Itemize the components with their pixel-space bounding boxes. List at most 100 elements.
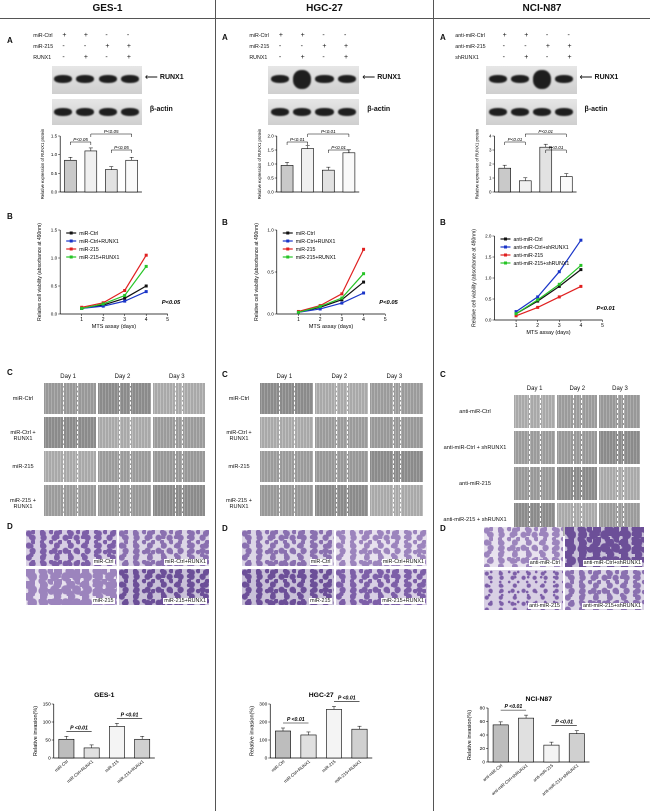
day-label: Day 2 (331, 374, 348, 380)
p-value-label: P<0.05 (104, 129, 119, 134)
data-point (536, 305, 540, 309)
significance-bracket (328, 149, 350, 153)
y-axis-label: Relative expression of RUNX1 protein (257, 128, 262, 199)
wound-edge-line (118, 485, 120, 516)
wound-image (152, 451, 205, 482)
mts-line-chart: 1 2 3 4 5 0.0 0.5 1.0 1.5 MTS assay (days) Relativ… (37, 223, 181, 330)
invasion-image-label: anti-miR-Ctrl (528, 560, 561, 566)
wound-edge-line (622, 503, 624, 536)
wound-edge-line (616, 395, 618, 428)
data-point (80, 306, 84, 310)
significance-bracket (504, 141, 526, 145)
bar (134, 738, 151, 759)
wound-edge-line (528, 467, 530, 500)
data-point (340, 296, 344, 300)
column-title: NCI-N87 (522, 3, 562, 14)
y-tick-label: 0.5 (485, 297, 492, 302)
p-value-label: P<0.01 (538, 129, 553, 134)
y-axis-label: Relative cell viability (absorbance at 4… (471, 229, 477, 327)
invasion-image: anti-miR-Ctrl+shRUNX1 (565, 527, 644, 567)
p-value-label: P<0.05 (162, 300, 181, 306)
y-tick-label: 0.5 (51, 171, 58, 176)
x-tick-label: 1 (297, 317, 300, 323)
wound-image (98, 485, 151, 516)
blot-sign: - (62, 54, 65, 61)
wound-edge-line (540, 431, 542, 464)
legend-marker (286, 231, 290, 235)
actin-band (555, 108, 574, 116)
y-tick-label: 3 (489, 148, 492, 153)
blot-sign: - (83, 43, 87, 50)
runx1-band (120, 75, 139, 83)
blot-sign: + (105, 43, 110, 50)
bar (300, 734, 317, 759)
panel-label-a: A (440, 33, 446, 42)
p-value-label: P <0.01 (504, 704, 522, 710)
wound-image (370, 417, 423, 448)
actin-band (76, 108, 95, 116)
wound-row-label: miR-Ctrl + RUNX1 (10, 429, 36, 442)
wound-edge-line (62, 451, 64, 482)
legend-label: anti-miR-215 (513, 253, 543, 259)
x-tick-label: miR-215+RUNX1 (116, 759, 145, 785)
blot-sign: - (545, 54, 549, 61)
bar (301, 148, 314, 193)
chart-title: HGC-27 (309, 692, 334, 699)
data-point (514, 314, 518, 318)
x-tick-label: miR-Ctrl (54, 759, 69, 773)
invasion-image: miR-215 (26, 569, 117, 605)
blot-sign: + (344, 54, 349, 61)
runx1-band (337, 75, 357, 83)
y-tick-label: 60 (480, 719, 486, 725)
wound-row-label: miR-Ctrl (228, 395, 250, 402)
runx1-band (270, 75, 290, 83)
wound-edge-line (572, 503, 574, 536)
wound-image (152, 417, 205, 448)
data-point (123, 294, 127, 298)
wound-image (44, 451, 97, 482)
y-tick-label: 1.0 (51, 256, 58, 261)
bar (109, 726, 125, 759)
panel-label-d: D (7, 522, 13, 531)
data-point (579, 268, 583, 272)
runx1-arrow-icon: ⟵ (144, 72, 158, 82)
significance-bracket (525, 133, 567, 137)
invasion-image-label: anti-miR-215 (528, 603, 561, 609)
blot-sign: + (126, 54, 131, 61)
significance-bracket (545, 149, 567, 153)
series-line (81, 266, 147, 309)
column-separator (215, 0, 216, 811)
invasion-bar-chart: NCI-N87 0 20 40 60 80 Relative invasion(%) anti… (467, 696, 590, 796)
y-tick-label: 0 (489, 190, 492, 195)
wound-edge-line (581, 431, 583, 464)
wound-edge-line (182, 417, 184, 448)
wound-image (260, 451, 313, 482)
series-line (298, 273, 365, 313)
y-tick-label: 0.0 (51, 190, 58, 195)
wound-row-label: anti-miR-Ctrl + shRUNX1 (443, 444, 507, 451)
wound-edge-line (279, 451, 281, 482)
legend-label: anti-miR-215+shRUNX1 (513, 261, 569, 267)
blot-sign: + (126, 43, 131, 50)
runx1-blot (485, 66, 577, 94)
chart-title: NCI-N87 (526, 696, 553, 703)
y-tick-label: 1.0 (267, 228, 274, 233)
y-tick-label: 0.0 (485, 318, 492, 323)
bar (326, 709, 342, 759)
actin-band (510, 108, 529, 116)
y-tick-label: 0 (265, 756, 268, 762)
bar (105, 169, 118, 193)
wound-image (315, 417, 368, 448)
data-point (362, 272, 366, 276)
y-tick-label: 1.0 (485, 276, 492, 281)
series-line (298, 292, 364, 313)
wound-edge-line (118, 383, 120, 414)
western-bar-chart: 0.0 0.5 1.0 1.5 2.0 Relative expression of RU… (257, 128, 360, 199)
legend-marker (503, 237, 507, 241)
data-point (362, 291, 366, 295)
invasion-image: miR-215 (242, 569, 334, 605)
data-point (318, 304, 322, 308)
blot-sign: - (502, 54, 505, 61)
y-tick-label: 0.5 (267, 270, 274, 275)
data-point (557, 282, 561, 286)
